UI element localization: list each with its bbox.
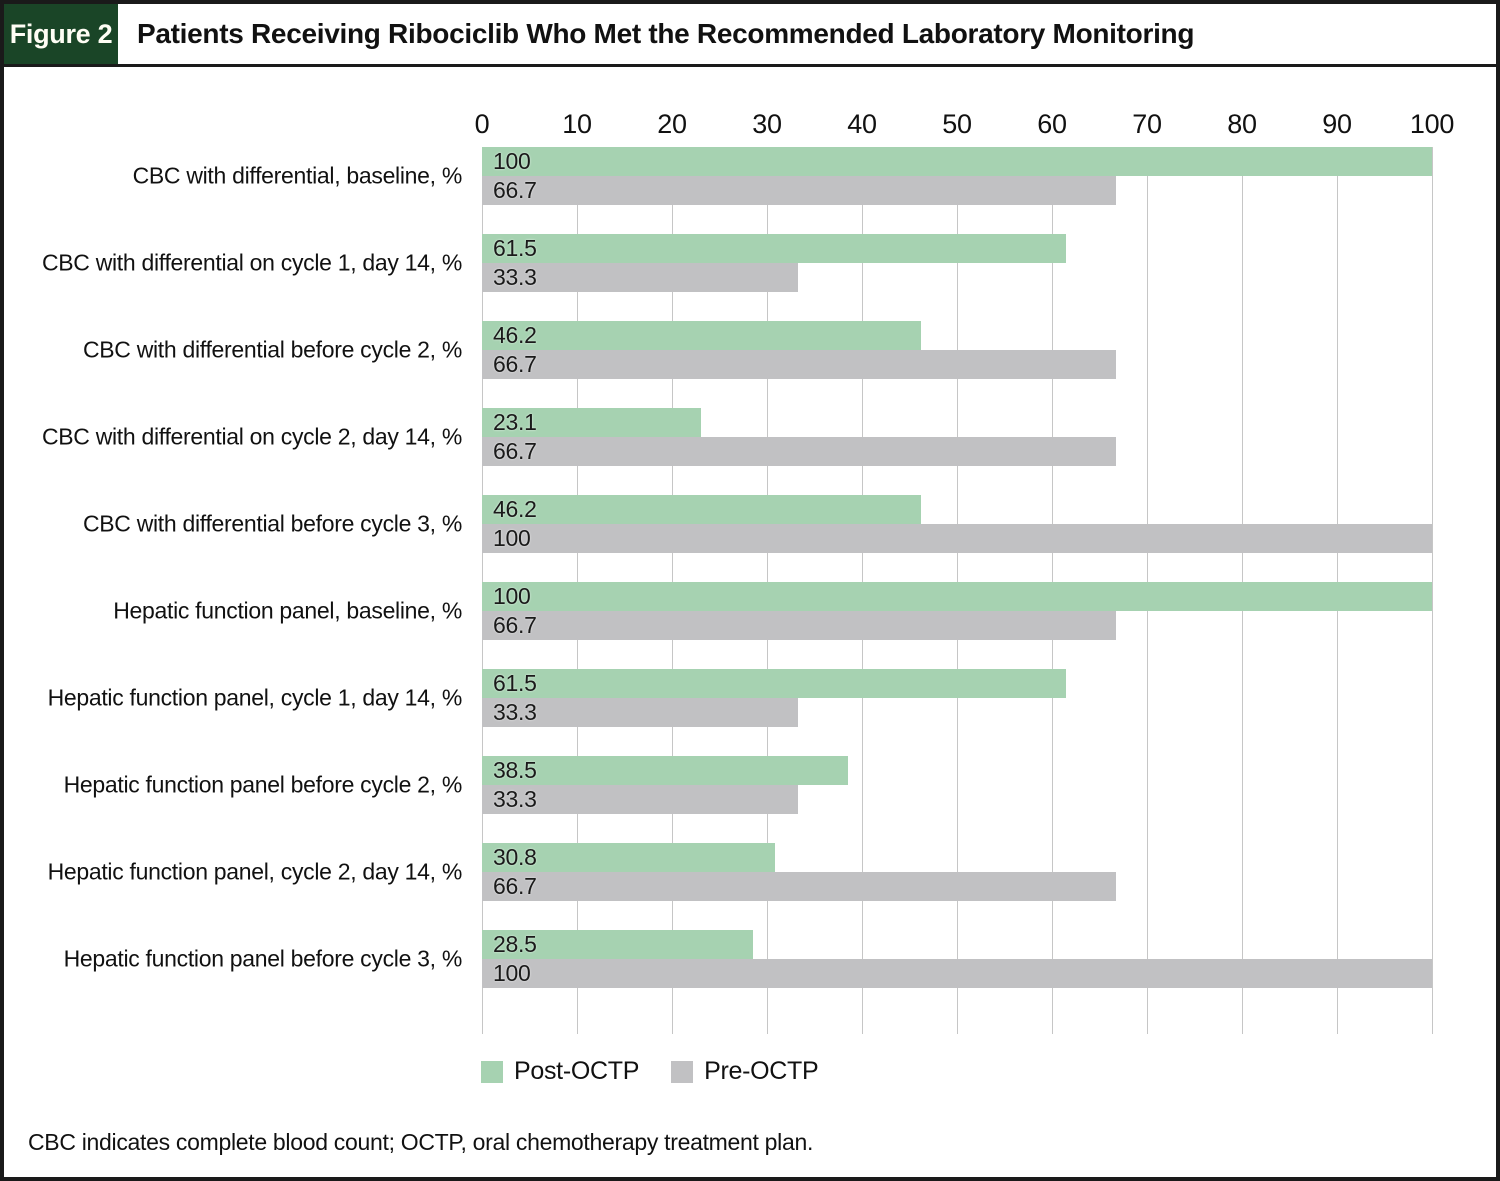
bar-value-label: 38.5 — [493, 757, 537, 783]
bar-value-label: 66.7 — [493, 438, 537, 464]
plot-area: 100 66.7 61.5 33.3 46.2 66.7 23.1 66.7 46.2 100 10… — [482, 147, 1433, 1034]
category-label: CBC with differential on cycle 2, day 14… — [41, 423, 462, 450]
category-label: CBC with differential before cycle 2, % — [82, 336, 462, 363]
bar-post-octp: 23.1 — [482, 408, 702, 437]
category-label: Hepatic function panel, baseline, % — [113, 597, 462, 624]
x-axis-tick-label: 50 — [942, 109, 972, 139]
bar-post-octp: 61.5 — [482, 234, 1067, 263]
bar-value-label: 66.7 — [493, 873, 537, 899]
bar-post-octp: 46.2 — [482, 321, 921, 350]
bar-post-octp: 61.5 — [482, 669, 1067, 698]
bar-post-octp: 46.2 — [482, 495, 921, 524]
bar-value-label: 30.8 — [493, 844, 537, 870]
x-axis-tick-label: 30 — [752, 109, 782, 139]
bar-pre-octp: 33.3 — [482, 785, 799, 814]
category-label: Hepatic function panel before cycle 3, % — [63, 945, 463, 972]
bar-value-label: 46.2 — [493, 496, 537, 522]
x-axis-tick-label: 0 — [474, 109, 490, 139]
bar-pre-octp: 66.7 — [482, 437, 1116, 466]
bar-pre-octp: 33.3 — [482, 698, 799, 727]
bar-pre-octp: 66.7 — [482, 350, 1116, 379]
x-axis-tick-label: 40 — [847, 109, 877, 139]
legend: Post-OCTP Pre-OCTP — [481, 1057, 819, 1086]
bar-pre-octp: 66.7 — [482, 611, 1116, 640]
bar-pre-octp: 66.7 — [482, 176, 1116, 205]
legend-label: Pre-OCTP — [704, 1057, 819, 1085]
bar-value-label: 66.7 — [493, 177, 537, 203]
gridline — [1432, 147, 1433, 1034]
legend-swatch-pre-octp — [671, 1060, 694, 1083]
bar-pre-octp: 100 — [482, 959, 1432, 988]
figure-number-badge: Figure 2 — [4, 4, 118, 64]
bar-value-label: 46.2 — [493, 322, 537, 348]
bar-value-label: 66.7 — [493, 351, 537, 377]
category-label: CBC with differential on cycle 1, day 14… — [41, 249, 462, 276]
bar-pre-octp: 66.7 — [482, 872, 1116, 901]
category-label: Hepatic function panel, cycle 2, day 14,… — [47, 858, 463, 885]
x-axis-tick-label: 80 — [1227, 109, 1257, 139]
figure-header: Figure 2 Patients Receiving Ribociclib W… — [4, 4, 1496, 67]
legend-swatch-post-octp — [481, 1060, 503, 1083]
bar-value-label: 33.3 — [493, 264, 537, 290]
legend-label: Post-OCTP — [514, 1057, 640, 1085]
bar-post-octp: 100 — [482, 147, 1432, 176]
x-axis-tick-label: 70 — [1132, 109, 1162, 139]
bar-value-label: 23.1 — [493, 409, 537, 435]
category-label: CBC with differential, baseline, % — [132, 162, 463, 189]
bar-post-octp: 28.5 — [482, 930, 753, 959]
category-label: Hepatic function panel, cycle 1, day 14,… — [47, 684, 463, 711]
bar-pre-octp: 33.3 — [482, 263, 799, 292]
bar-value-label: 61.5 — [493, 670, 537, 696]
bar-value-label: 100 — [493, 583, 531, 609]
bar-value-label: 33.3 — [493, 786, 537, 812]
x-axis-tick-label: 100 — [1409, 109, 1455, 139]
category-label: Hepatic function panel before cycle 2, % — [63, 771, 463, 798]
x-axis: 0 10 20 30 40 50 60 70 80 90 100 — [4, 109, 1496, 143]
x-axis-tick-label: 10 — [562, 109, 592, 139]
figure-title: Patients Receiving Ribociclib Who Met th… — [137, 18, 1195, 49]
bar-value-label: 100 — [493, 525, 531, 551]
bar-value-label: 61.5 — [493, 235, 537, 261]
bar-post-octp: 100 — [482, 582, 1432, 611]
bar-post-octp: 38.5 — [482, 756, 848, 785]
x-axis-tick-label: 60 — [1037, 109, 1067, 139]
category-label: CBC with differential before cycle 3, % — [82, 510, 462, 537]
legend-item-post-octp: Post-OCTP — [481, 1057, 639, 1086]
legend-item-pre-octp: Pre-OCTP — [671, 1057, 819, 1086]
bar-pre-octp: 100 — [482, 524, 1432, 553]
x-axis-tick-label: 90 — [1322, 109, 1352, 139]
bar-value-label: 28.5 — [493, 931, 537, 957]
bar-value-label: 33.3 — [493, 699, 537, 725]
bar-post-octp: 30.8 — [482, 843, 775, 872]
bar-value-label: 100 — [493, 148, 531, 174]
bar-value-label: 100 — [493, 960, 531, 986]
footnote: CBC indicates complete blood count; OCTP… — [28, 1129, 814, 1155]
x-axis-tick-label: 20 — [657, 109, 687, 139]
bar-value-label: 66.7 — [493, 612, 537, 638]
